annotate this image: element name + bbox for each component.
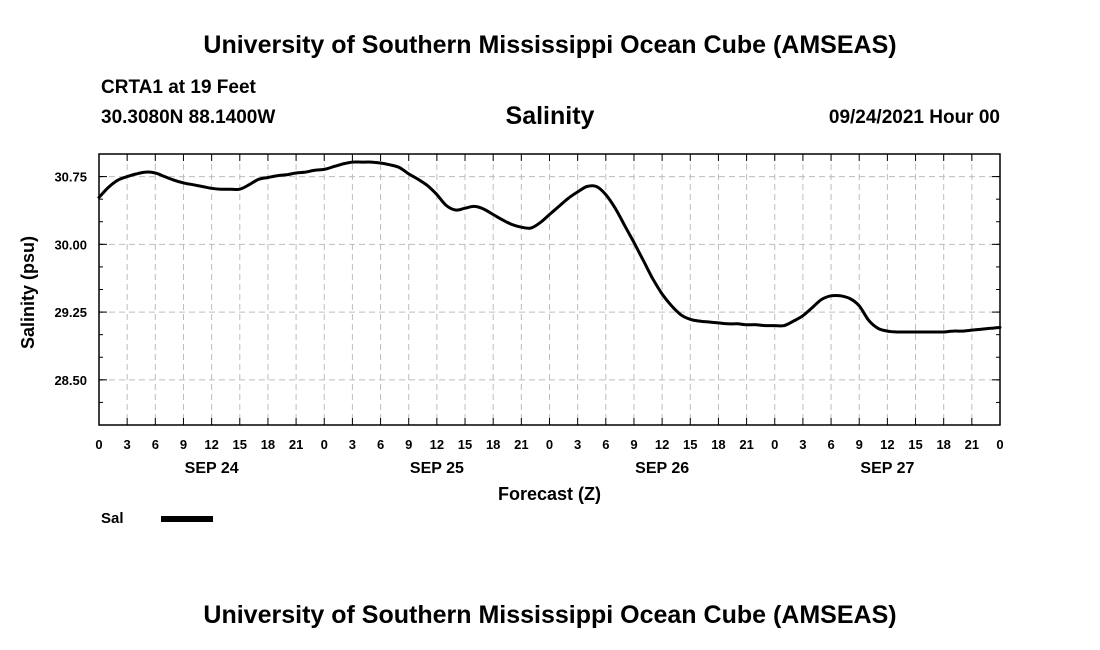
x-tick-label: 15 [908,437,922,452]
x-tick-label: 9 [180,437,187,452]
y-tick-label: 30.00 [54,237,87,252]
x-tick-label: 6 [152,437,159,452]
x-tick-label: 15 [233,437,247,452]
x-tick-label: 6 [827,437,834,452]
x-tick-label: 6 [377,437,384,452]
x-tick-label: 12 [880,437,894,452]
x-tick-label: 12 [204,437,218,452]
x-tick-label: 21 [289,437,303,452]
coordinates-label: 30.3080N 88.1400W [101,107,276,128]
x-tick-label: 15 [683,437,697,452]
y-tick-label: 29.25 [54,305,87,320]
x-date-label: SEP 24 [185,460,239,477]
x-axis-title: Forecast (Z) [498,484,601,504]
y-tick-label: 28.50 [54,373,87,388]
x-tick-label: 3 [574,437,581,452]
x-tick-label: 21 [514,437,528,452]
x-tick-label: 3 [124,437,131,452]
x-date-label: SEP 27 [860,460,914,477]
legend-line-swatch [161,516,213,522]
forecast-date-label: 09/24/2021 Hour 00 [828,107,1000,128]
x-tick-label: 3 [799,437,806,452]
x-tick-label: 0 [321,437,328,452]
x-tick-label: 0 [95,437,102,452]
x-tick-label: 9 [405,437,412,452]
x-tick-label: 21 [965,437,979,452]
x-tick-label: 18 [936,437,950,452]
x-tick-label: 15 [458,437,472,452]
x-tick-label: 12 [655,437,669,452]
station-label: CRTA1 at 19 Feet [101,77,256,98]
x-tick-label: 12 [430,437,444,452]
legend-label: Sal [101,510,124,527]
y-tick-label: 30.75 [54,170,87,185]
x-tick-label: 9 [856,437,863,452]
x-tick-label: 0 [771,437,778,452]
x-tick-label: 18 [711,437,725,452]
x-tick-label: 6 [602,437,609,452]
x-tick-label: 3 [349,437,356,452]
x-tick-label: 18 [261,437,275,452]
y-axis-title: Salinity (psu) [18,236,38,349]
variable-title: Salinity [505,102,595,130]
x-tick-label: 9 [630,437,637,452]
salinity-series-line [97,160,1002,334]
x-date-label: SEP 26 [635,460,689,477]
x-tick-label: 21 [739,437,753,452]
x-tick-label: 0 [546,437,553,452]
footer-title: University of Southern Mississippi Ocean… [203,601,897,629]
plot-frame [98,153,1001,426]
x-tick-label: 18 [486,437,500,452]
chart-title: University of Southern Mississippi Ocean… [203,31,897,59]
x-tick-label: 0 [996,437,1003,452]
x-date-label: SEP 25 [410,460,464,477]
